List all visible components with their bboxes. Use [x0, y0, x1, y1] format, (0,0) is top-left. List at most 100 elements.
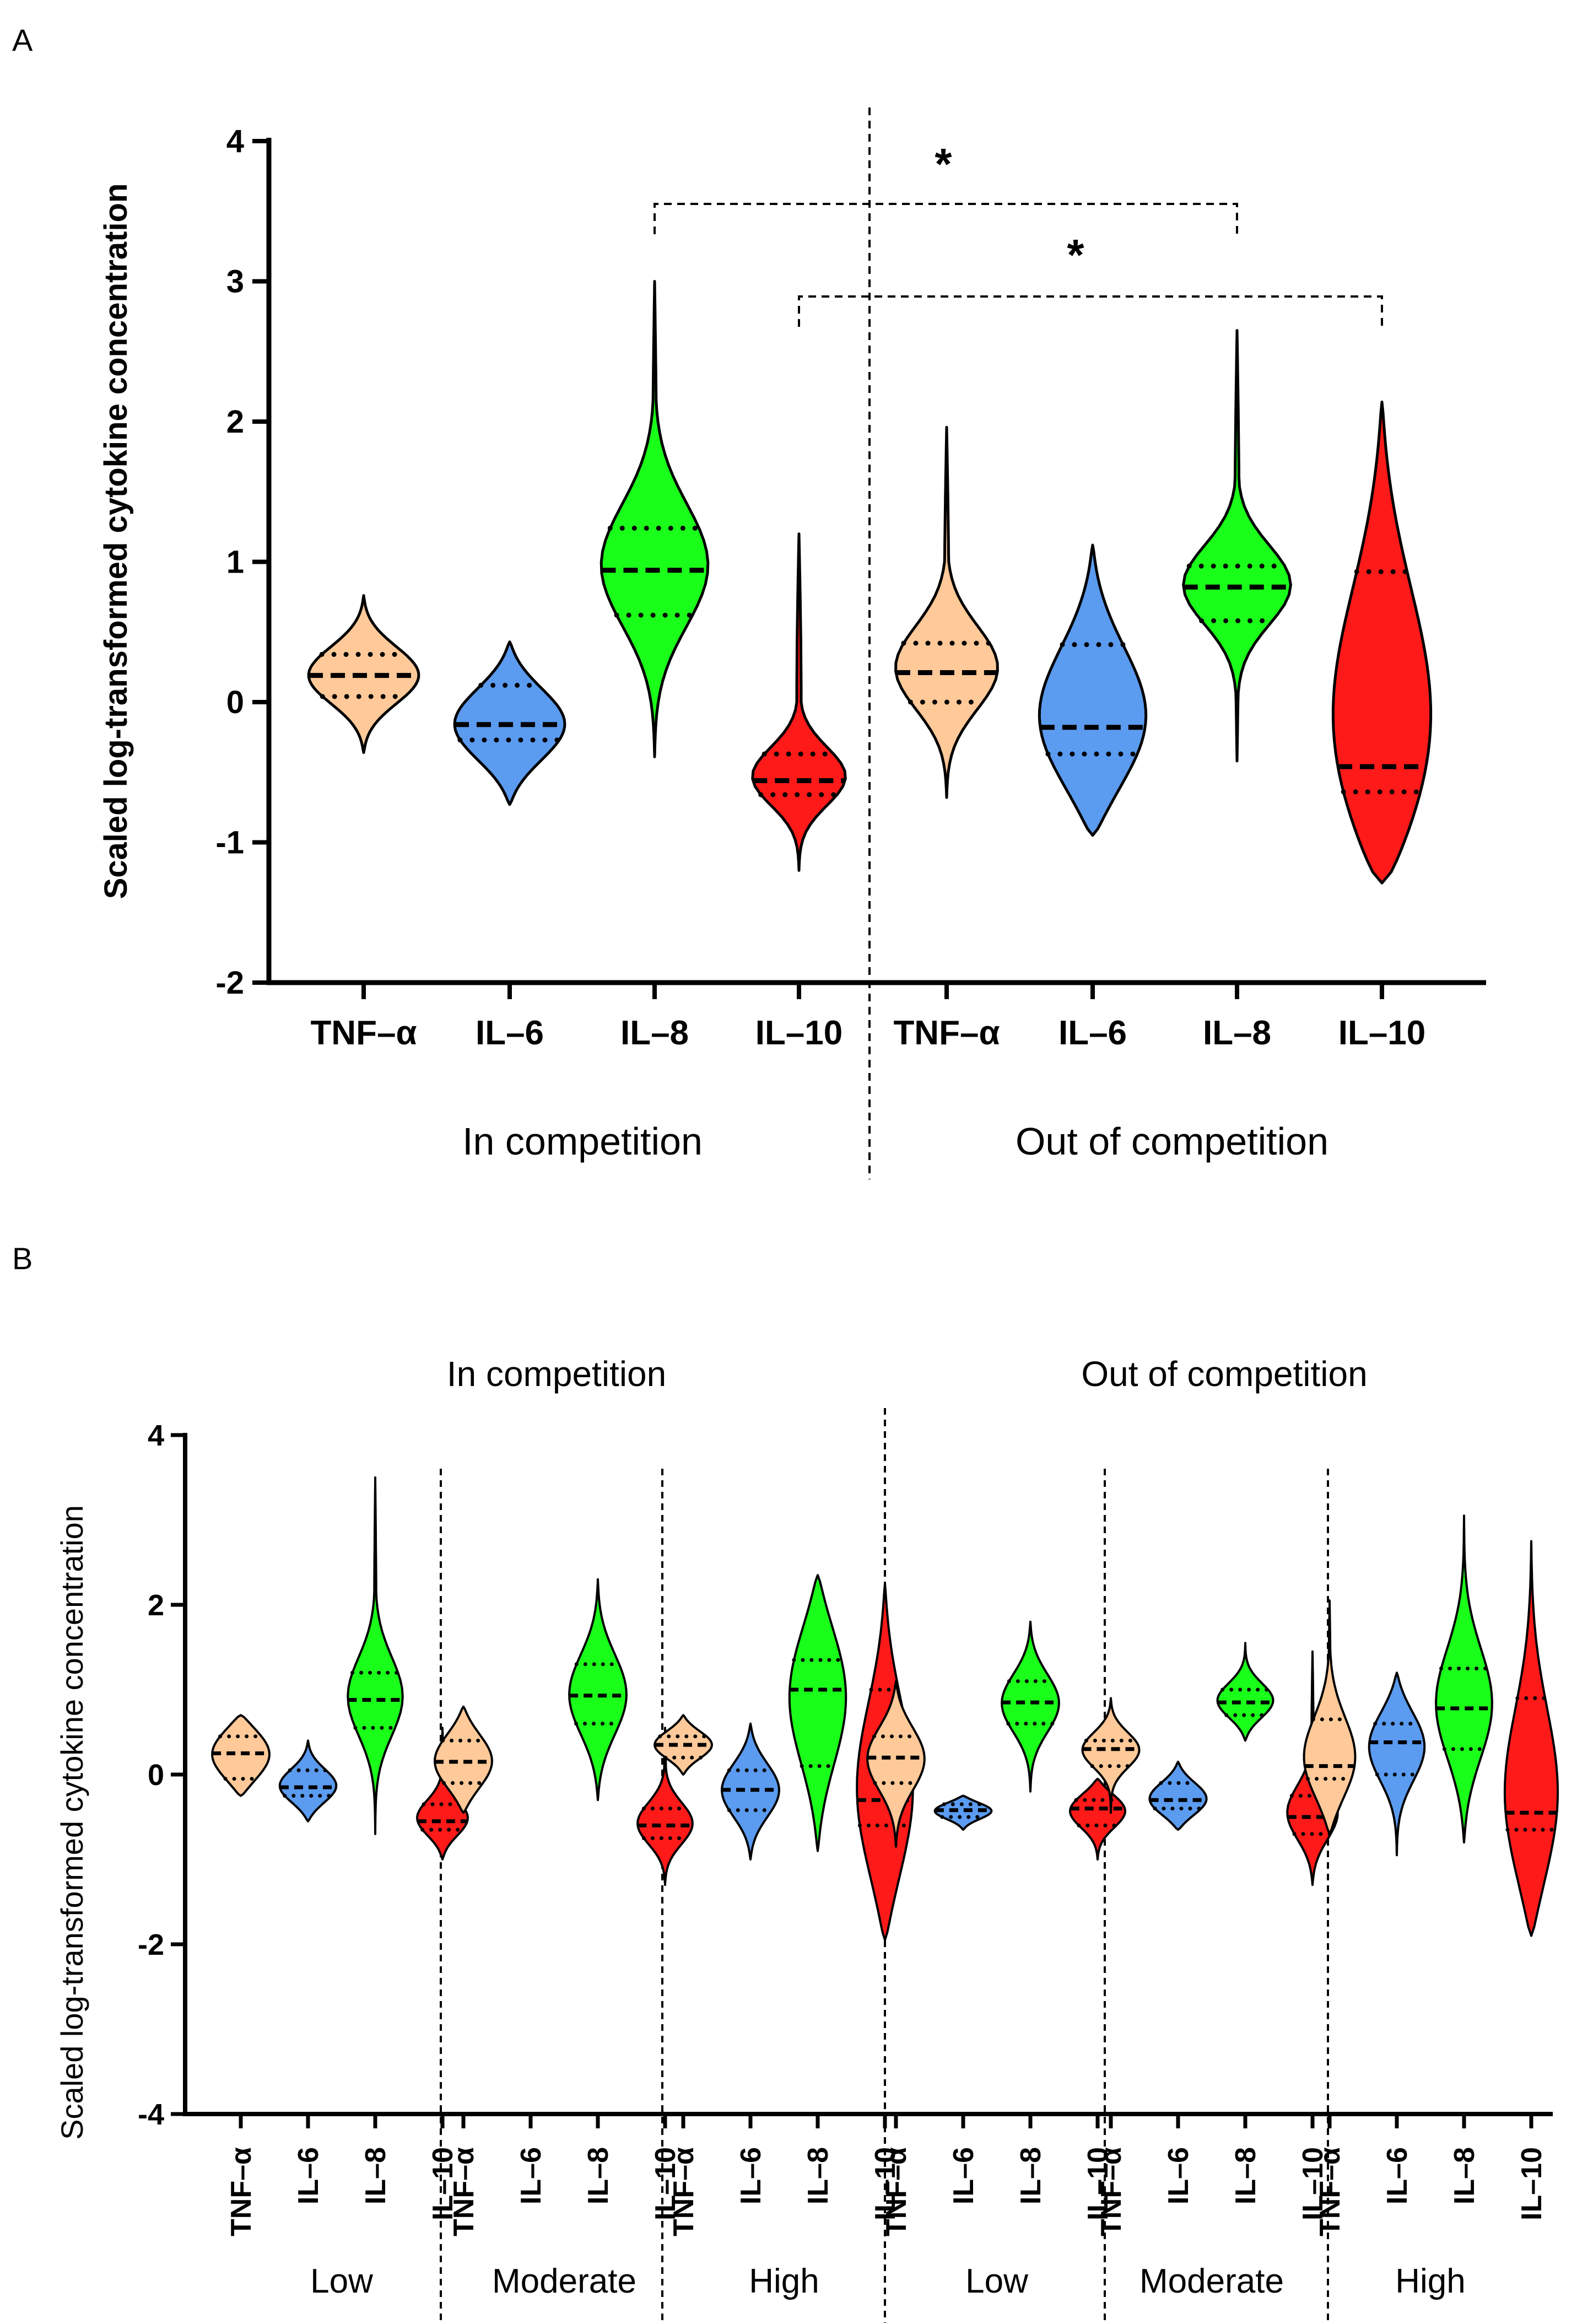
violin-body — [1038, 543, 1148, 837]
panel-b-level-label-high: High — [749, 2262, 819, 2300]
panel-a-group-label-in: In competition — [462, 1120, 703, 1163]
panel-a-y-tick-label: 0 — [226, 684, 244, 720]
panel-b-violin-il-8-level-3 — [1001, 1620, 1060, 1793]
violin-body — [933, 1794, 993, 1831]
violin-body — [866, 1680, 926, 1848]
panel-b-violin-il-10-level-0 — [416, 1727, 469, 1861]
panel-b-x-tick-label-il-6: IL–6 — [1163, 2147, 1195, 2204]
panel-b-x-tick-label-il-6: IL–6 — [293, 2147, 325, 2204]
panel-b-x-tick-label-il-8: IL–8 — [1449, 2147, 1481, 2204]
panel-b-x-tick-label-tnf: TNF–α — [448, 2147, 480, 2236]
panel-a-group-label-out: Out of competition — [1016, 1120, 1328, 1163]
violin-body — [1503, 1540, 1559, 1937]
panel-b-violin-il-8-level-1 — [568, 1578, 628, 1802]
violin-body — [434, 1705, 493, 1814]
panel-a-significance-bracket — [654, 203, 1238, 234]
panel-b-violin-tnf-a-level-3 — [866, 1680, 926, 1848]
panel-b-level-label-low: Low — [965, 2262, 1028, 2300]
panel-b-violin-il-6-level-3 — [933, 1794, 993, 1831]
panel-b-y-tick-label: 2 — [148, 1589, 164, 1622]
violin-body — [636, 1727, 694, 1886]
panel-b-x-tick-label-tnf: TNF–α — [225, 2147, 257, 2236]
violin-body — [1182, 329, 1292, 763]
panel-b-x-tick-label-il-8: IL–8 — [360, 2147, 392, 2204]
panel-a-violin-il-8-out — [1182, 329, 1292, 763]
panel-b-x-tick-label-il-8: IL–8 — [1015, 2147, 1047, 2204]
panel-b-competition-label-out: Out of competition — [1081, 1354, 1367, 1394]
panel-a-y-axis-label: Scaled log-transformed cytokine concentr… — [98, 184, 134, 899]
panel-b-violin-il-8-level-4 — [1216, 1642, 1274, 1742]
violin-body — [278, 1739, 338, 1822]
panel-a-significance-star-il8: * — [935, 139, 952, 188]
panel-a-violin-il-8-in — [600, 280, 710, 758]
panel-a-violin-il-10-out — [1331, 400, 1433, 885]
panel-a-violin-tnf-a-in — [307, 594, 420, 754]
panel-b-x-tick-label-il-6: IL–6 — [948, 2147, 980, 2204]
panel-b-x-tick-label-tnf: TNF–α — [668, 2147, 700, 2236]
panel-a-x-tick-label-tnf: TNF–α — [310, 1014, 417, 1052]
violin-body — [1435, 1514, 1493, 1844]
panel-b-y-tick-label: 4 — [148, 1419, 164, 1452]
panel-b-x-tick-label-tnf: TNF–α — [881, 2147, 912, 2236]
panel-b-x-tick-label-il-8: IL–8 — [582, 2147, 614, 2204]
violin-body — [1303, 1599, 1357, 1835]
panel-b-violin-il-8-level-2 — [788, 1574, 847, 1852]
violin-body — [1081, 1697, 1141, 1814]
panel-b-violin-tnf-a-level-0 — [211, 1714, 271, 1797]
panel-b-x-tick-label-il-6: IL–6 — [1381, 2147, 1413, 2204]
violin-body — [600, 280, 710, 758]
panel-b-violin-tnf-a-level-1 — [434, 1705, 493, 1814]
panel-b-violin-tnf-a-level-2 — [654, 1714, 713, 1776]
panel-a-x-tick-label-il-10: IL–10 — [755, 1014, 843, 1052]
violin-body — [1216, 1642, 1274, 1742]
panel-b-plot: 4 2 0 -2 -4 TNF–α IL–6 IL–8 IL–10 Low TNF–α IL–6 IL–… — [138, 1408, 1559, 2323]
panel-a-y-tick-label: 2 — [226, 404, 244, 440]
panel-a-significance-bracket — [798, 295, 1383, 327]
violin-body — [721, 1722, 780, 1861]
panel-b-x-tick-label-il-10: IL–10 — [1082, 2147, 1114, 2220]
panel-b-level-label-high: High — [1395, 2262, 1466, 2300]
violin-body — [1001, 1620, 1060, 1793]
violin-body — [894, 425, 999, 799]
panel-b-violin-il-6-level-2 — [721, 1722, 780, 1861]
panel-b-x-tick-label-tnf: TNF–α — [1314, 2147, 1346, 2236]
panel-b-level-label-moderate: Moderate — [1139, 2262, 1284, 2300]
panel-a-y-tick-label: -1 — [215, 825, 244, 861]
panel-a-x-tick-label-il-6: IL–6 — [476, 1014, 544, 1052]
panel-b-competition-label-in: In competition — [447, 1354, 666, 1394]
panel-a-x-tick-label-il-8: IL–8 — [1203, 1014, 1271, 1052]
violin-body — [416, 1727, 469, 1861]
panel-a-x-tick-label-tnf: TNF–α — [893, 1014, 1000, 1052]
panel-a-label: A — [12, 23, 33, 57]
panel-b-violin-il-6-level-0 — [278, 1739, 338, 1822]
panel-b-x-tick-label-il-10: IL–10 — [1297, 2147, 1329, 2220]
panel-b-x-tick-label-il-8: IL–8 — [1230, 2147, 1262, 2204]
panel-b-y-axis-label: Scaled log-transformed cytokine concentr… — [55, 1505, 89, 2140]
panel-b-y-tick-label: -2 — [138, 1928, 164, 1961]
panel-b-violin-il-10-level-5 — [1503, 1540, 1559, 1937]
violin-body — [1331, 400, 1433, 885]
panel-a-x-tick-label-il-10: IL–10 — [1338, 1014, 1426, 1052]
panel-b-violin-tnf-a-level-5 — [1303, 1599, 1357, 1835]
panel-a-y-tick-label: 3 — [226, 264, 244, 300]
panel-b-x-tick-label-il-10: IL–10 — [427, 2147, 459, 2220]
panel-b-level-label-low: Low — [310, 2262, 373, 2300]
panel-b-x-tick-label-tnf: TNF–α — [1095, 2147, 1127, 2236]
panel-b-violin-il-10-level-3 — [1069, 1777, 1126, 1861]
panel-a-x-tick-label-il-6: IL–6 — [1058, 1014, 1127, 1052]
panel-a-significance-star-il10: * — [1067, 230, 1084, 279]
violin-body — [211, 1714, 271, 1797]
panel-b-violin-il-8-level-0 — [347, 1476, 404, 1835]
panel-a-x-tick-label-il-8: IL–8 — [620, 1014, 689, 1052]
violin-body — [568, 1578, 628, 1802]
panel-a-violin-il-6-in — [453, 640, 566, 806]
panel-b-x-tick-label-il-8: IL–8 — [802, 2147, 834, 2204]
violin-body — [751, 532, 847, 872]
panel-b-x-tick-label-il-10: IL–10 — [1516, 2147, 1548, 2220]
panel-b-y-tick-label: -4 — [138, 2098, 164, 2131]
panel-b-level-label-moderate: Moderate — [492, 2262, 636, 2300]
panel-a-plot: 4 3 2 1 0 -1 -2 TNF–α IL–6 IL–8 IL–10 TNF–α IL–6 IL–8… — [215, 107, 1486, 1179]
panel-b-y-tick-label: 0 — [148, 1759, 164, 1792]
panel-b-label: B — [12, 1241, 33, 1276]
